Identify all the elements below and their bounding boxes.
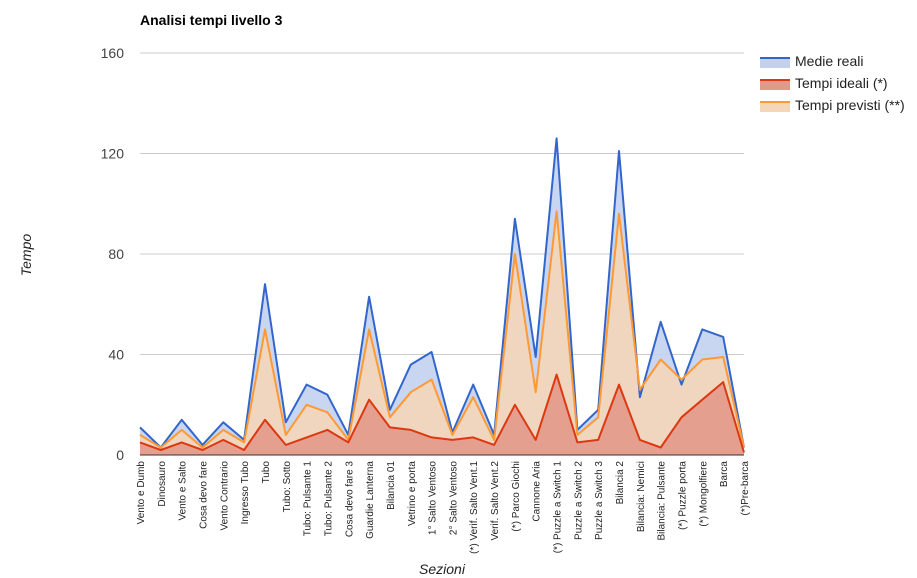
x-tick-label: Tubo: Pulsante 2: [323, 461, 334, 537]
x-tick-label: Verif. Salto Vent.2: [490, 461, 501, 541]
gridlines: [140, 52, 744, 355]
x-tick-label: (*) Verif. Salto Vent.1: [469, 461, 480, 554]
legend: Medie reali Tempi ideali (*) Tempi previst…: [760, 53, 905, 113]
x-tick-label: 2° Salto Ventoso: [448, 461, 459, 535]
series-lines: [139, 137, 745, 453]
chart-title: Analisi tempi livello 3: [140, 12, 283, 28]
legend-label: Medie reali: [795, 53, 863, 69]
x-tick-label: Ingresso Tubo: [240, 461, 251, 525]
x-tick-label: (*) Parco Giochi: [511, 461, 522, 532]
x-tick-label: (*)Pre-barca: [740, 461, 751, 516]
x-tick-label: Dinosauro: [157, 461, 168, 507]
x-tick-label: (*) Puzzle porta: [678, 461, 689, 530]
x-tick-label: Tubo: Sotto: [282, 461, 293, 513]
x-tick-label: Vetrino e porta: [407, 461, 418, 526]
x-tick-label: Bilancia 2: [615, 461, 626, 505]
x-tick-label: Cosa devo fare 3: [344, 461, 355, 538]
y-tick-label: 0: [116, 447, 124, 463]
series-line: [139, 373, 745, 453]
x-tick-label: Guardie Lanterna: [365, 461, 376, 539]
legend-swatch: [760, 58, 790, 68]
x-tick-labels: Vento e Dumb Dinosauro Vento e Salto Cosa d…: [136, 461, 751, 554]
x-tick-label: Cannone Aria: [532, 461, 543, 522]
x-tick-label: Vento Contrario: [219, 461, 230, 531]
y-axis-title: Tempo: [18, 234, 34, 277]
x-tick-label: Vento e Salto: [178, 461, 189, 521]
x-axis-title: Sezioni: [419, 561, 466, 577]
legend-label: Tempi ideali (*): [795, 75, 888, 91]
y-tick-label: 120: [101, 146, 125, 162]
y-tick-label: 80: [108, 246, 124, 262]
y-tick-labels: 0 40 80 120 160: [101, 45, 125, 463]
x-tick-label: Bilancia 01: [386, 461, 397, 510]
legend-label: Tempi previsti (**): [795, 97, 905, 113]
x-tick-label: Puzzle a Switch 3: [594, 461, 605, 540]
x-tick-label: Puzzle a Switch 2: [573, 461, 584, 540]
legend-swatch: [760, 102, 790, 112]
series-line: [139, 210, 745, 449]
x-tick-label: 1° Salto Ventoso: [428, 461, 439, 535]
x-tick-label: Cosa devo fare: [198, 461, 209, 529]
x-tick-label: Bilancia: Pulsante: [657, 461, 668, 541]
y-tick-label: 40: [108, 347, 124, 363]
x-tick-label: (*) Puzzle a Switch 1: [553, 461, 564, 554]
x-tick-label: Tubo: [261, 461, 272, 484]
x-tick-label: Vento e Dumb: [136, 461, 147, 525]
series-area: [140, 211, 744, 455]
y-tick-label: 160: [101, 45, 125, 61]
x-tick-label: (*) Mongolfiere: [698, 461, 709, 527]
x-tick-label: Bilancia: Nemici: [636, 461, 647, 532]
x-tick-label: Tubo: Pulsante 1: [303, 461, 314, 537]
legend-swatch: [760, 80, 790, 90]
x-tick-label: Barca: [719, 461, 730, 488]
